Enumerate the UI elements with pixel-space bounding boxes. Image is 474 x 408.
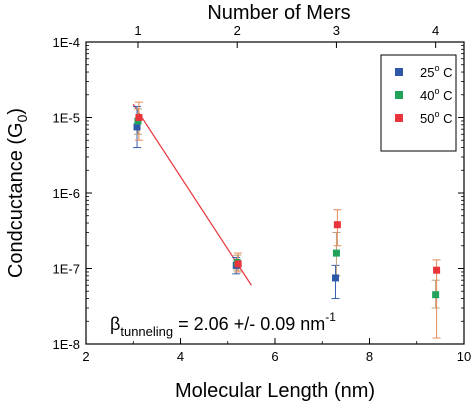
legend-marker-50c	[395, 114, 403, 122]
legend-label-25c: 25o C	[420, 63, 452, 80]
legend-marker-40c	[395, 91, 403, 99]
data-point	[332, 249, 340, 257]
legend-label-40c: 40o C	[420, 86, 452, 103]
y-axis-ticks: 1E-8 1E-7 1E-6 1E-5 1E-4	[53, 35, 464, 352]
x-tick-label: 6	[271, 349, 278, 364]
legend-marker-25c	[395, 68, 403, 76]
x-axis-title: Molecular Length (nm)	[175, 380, 375, 402]
data-point	[333, 221, 341, 229]
data-points	[133, 114, 441, 299]
legend-box	[380, 54, 457, 152]
y-tick-label: 1E-8	[53, 337, 80, 352]
y-tick-label: 1E-7	[53, 262, 80, 277]
y-tick-label: 1E-5	[53, 111, 80, 126]
top-tick-label: 4	[432, 23, 439, 38]
beta-annotation: βtunneling = 2.06 +/- 0.09 nm-1	[110, 310, 336, 339]
x-tick-label: 8	[366, 349, 373, 364]
x-axis-ticks: 2 4 6 8 10	[82, 338, 471, 364]
legend-label-50c: 50o C	[420, 109, 452, 126]
fit-line-group	[132, 103, 252, 286]
legend: 25o C 40o C 50o C	[380, 54, 457, 152]
x-tick-label: 4	[177, 349, 184, 364]
x-tick-label: 10	[457, 349, 471, 364]
fit-line	[132, 103, 252, 286]
y-tick-label: 1E-4	[53, 35, 80, 50]
data-point	[133, 123, 141, 131]
data-point	[433, 266, 441, 274]
y-tick-label: 1E-6	[53, 186, 80, 201]
x-tick-label: 2	[82, 349, 89, 364]
data-point	[331, 274, 339, 282]
data-point	[135, 114, 143, 121]
top-tick-label: 2	[234, 23, 241, 38]
data-point	[234, 260, 242, 268]
top-axis-title: Number of Mers	[207, 2, 350, 24]
top-tick-label: 1	[134, 23, 141, 38]
data-point	[432, 291, 440, 299]
top-axis-ticks: 1 2 3 4	[134, 23, 439, 48]
top-tick-label: 3	[333, 23, 340, 38]
y-axis-title: Condcuctance (G0)	[5, 108, 30, 278]
